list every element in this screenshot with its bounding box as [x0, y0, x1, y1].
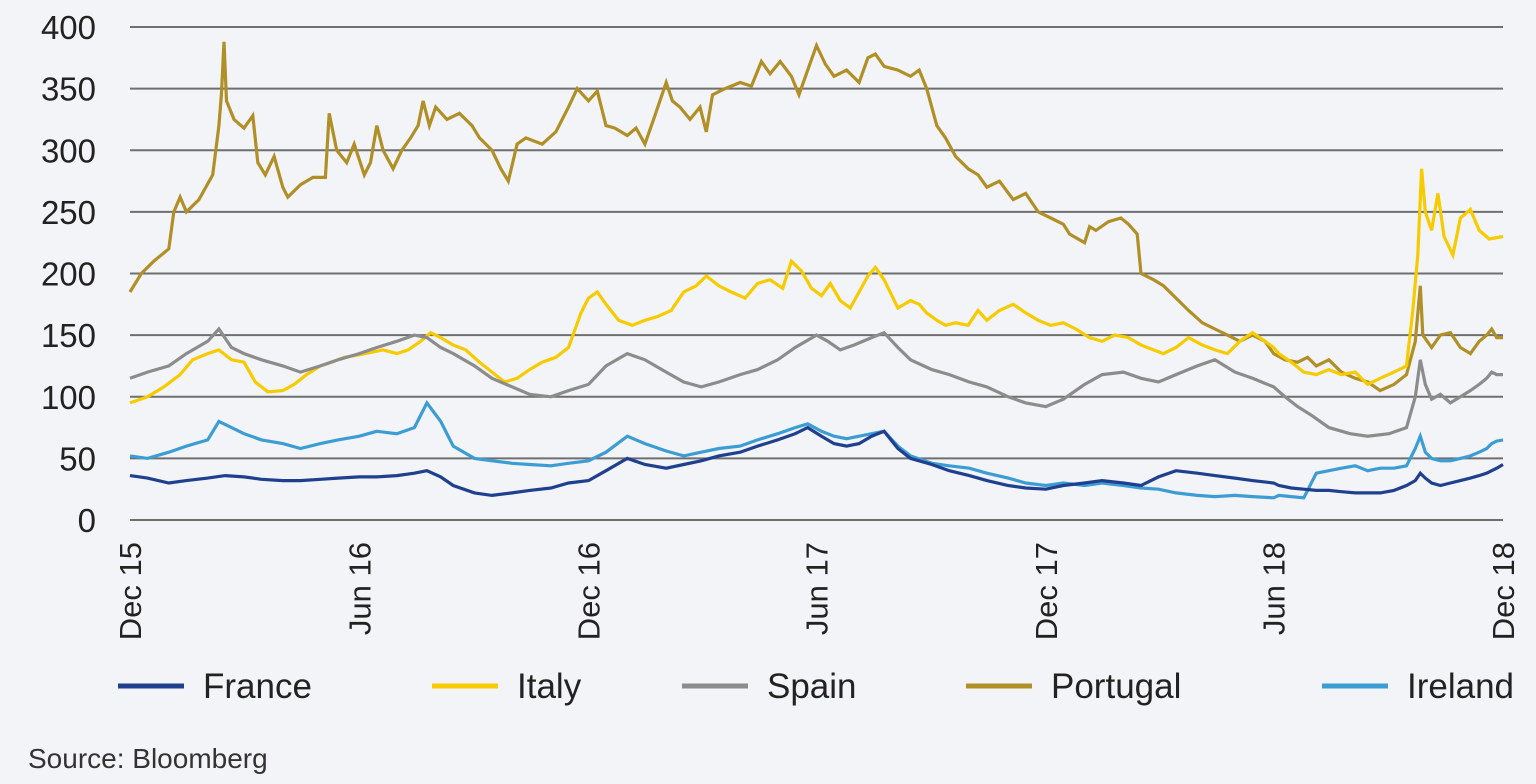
legend-item-spain: Spain	[682, 667, 857, 706]
x-axis-ticks: Dec 15 Jun 16 Dec 16 Jun 17 Dec 17 Jun 18 Dec …	[113, 542, 1521, 640]
gridlines	[130, 26, 1503, 521]
x-tick-label: Dec 15	[113, 542, 148, 640]
y-tick-label: 350	[41, 71, 96, 108]
legend-label: Ireland	[1407, 667, 1514, 706]
x-tick-label: Jun 18	[1257, 542, 1292, 635]
legend-item-ireland: Ireland	[1322, 667, 1514, 706]
y-tick-label: 200	[41, 256, 96, 293]
series-line-portugal	[128, 41, 1503, 393]
legend-label: France	[203, 667, 312, 706]
y-tick-label: 100	[41, 379, 96, 416]
series-lines	[128, 41, 1504, 500]
x-tick-label: Jun 17	[800, 542, 835, 635]
x-tick: Dec 18	[1486, 542, 1521, 640]
x-tick: Jun 17	[800, 542, 835, 635]
legend-label: Portugal	[1051, 667, 1181, 706]
y-axis-ticks: 0 50 100 150 200 250 300 350 400	[41, 9, 96, 539]
legend: France Italy Spain Portugal Ireland	[118, 667, 1514, 706]
x-tick-label: Dec 17	[1029, 542, 1064, 640]
y-tick-label: 0	[78, 502, 96, 539]
x-tick: Dec 15	[113, 542, 148, 640]
legend-item-france: France	[118, 667, 312, 706]
series-line-italy	[129, 168, 1504, 405]
x-tick-label: Jun 16	[342, 542, 377, 635]
x-tick-label: Dec 16	[572, 542, 607, 640]
x-tick-label: Dec 18	[1486, 542, 1521, 640]
legend-item-italy: Italy	[432, 667, 582, 706]
y-tick-label: 150	[41, 317, 96, 354]
series-line-spain	[129, 326, 1503, 438]
y-tick-label: 250	[41, 194, 96, 231]
y-tick-label: 50	[59, 440, 96, 477]
x-tick: Dec 17	[1029, 542, 1064, 640]
x-tick: Dec 16	[572, 542, 607, 640]
legend-label: Spain	[767, 667, 857, 706]
legend-label: Italy	[517, 667, 582, 706]
x-tick: Jun 18	[1257, 542, 1292, 635]
legend-item-portugal: Portugal	[966, 667, 1181, 706]
source-note: Source: Bloomberg	[28, 743, 268, 774]
x-tick: Jun 16	[342, 542, 377, 635]
series-line-france	[129, 425, 1504, 498]
series-line-ireland	[129, 399, 1504, 500]
y-tick-label: 400	[41, 9, 96, 46]
y-tick-label: 300	[41, 132, 96, 169]
